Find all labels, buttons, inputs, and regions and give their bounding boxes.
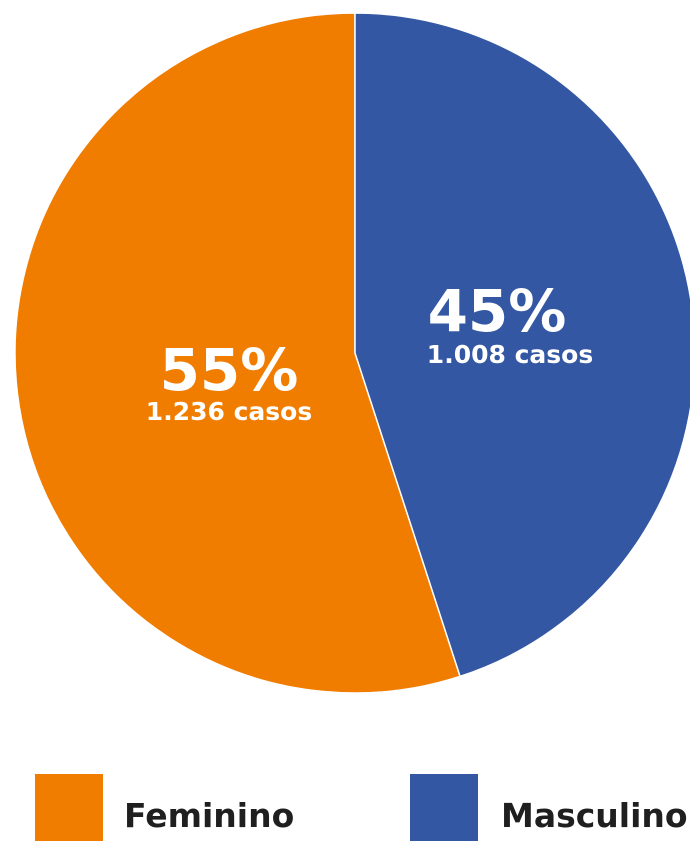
slice-masculino xyxy=(354,12,690,678)
slice-feminino-percent-label: 55% xyxy=(160,336,299,404)
slice-feminino xyxy=(14,12,461,694)
slice-masculino-percent-label: 45% xyxy=(428,277,567,345)
slice-masculino-cases-label: 1.008 casos xyxy=(427,340,593,369)
slice-feminino-cases-label: 1.236 casos xyxy=(146,397,312,426)
legend-label-feminino: Feminino xyxy=(124,796,294,835)
legend-label-masculino: Masculino xyxy=(501,796,688,835)
legend-swatch-feminino xyxy=(35,774,103,841)
legend-swatch-masculino xyxy=(410,774,478,841)
legend-item-masculino: Masculino xyxy=(410,774,688,841)
legend: Feminino Masculino xyxy=(35,774,688,841)
legend-item-feminino: Feminino xyxy=(35,774,294,841)
